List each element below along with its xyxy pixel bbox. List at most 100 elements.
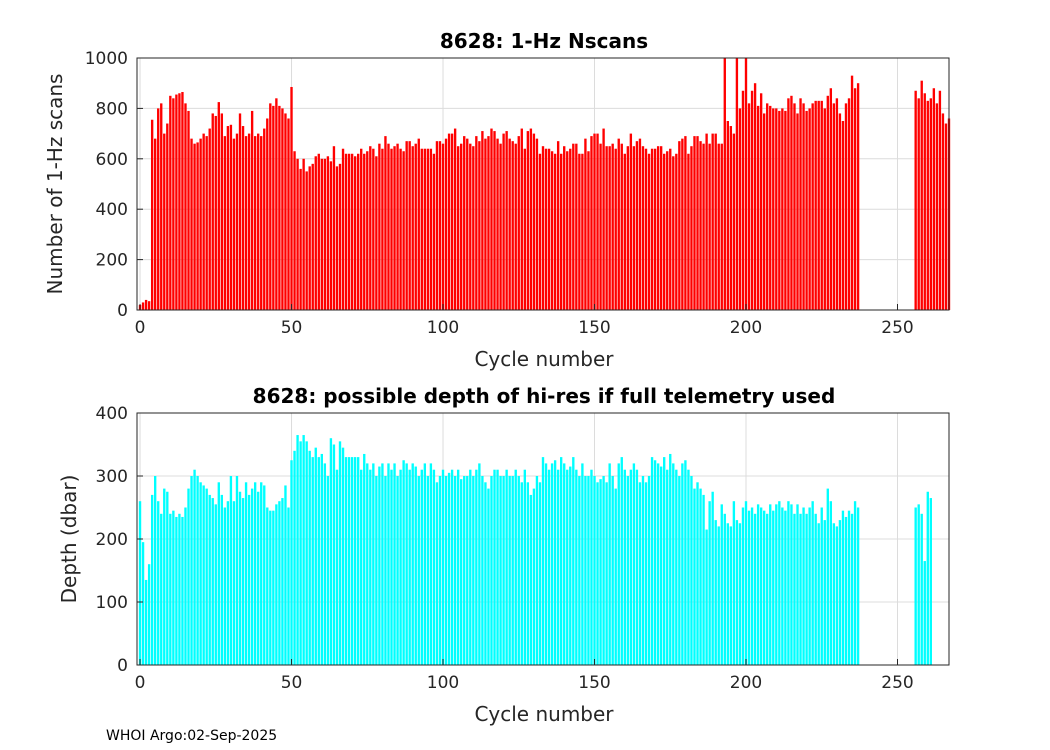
bottom-bar <box>314 447 317 665</box>
top-bar <box>560 153 563 310</box>
bottom-bar <box>711 491 714 665</box>
top-bar <box>787 98 790 310</box>
bottom-bar <box>617 463 620 665</box>
bottom-bar <box>375 476 378 665</box>
bottom-bar <box>575 469 578 665</box>
bottom-bar <box>493 469 496 665</box>
top-bar <box>247 133 251 310</box>
top-bar <box>287 118 290 310</box>
top-bar <box>175 94 178 310</box>
top-bar <box>493 131 496 310</box>
top-bar <box>526 131 530 310</box>
top-bar <box>490 128 493 310</box>
top-bar <box>847 98 851 310</box>
bottom-bar <box>190 476 193 665</box>
top-bar <box>266 118 269 310</box>
bottom-bar <box>666 469 669 665</box>
bottom-bar <box>311 457 314 665</box>
top-bar <box>463 136 466 310</box>
chart-top: 8628: 1-Hz Nscans 0 50 100 150 200 250 0 200 40… <box>43 29 951 371</box>
bottom-bar <box>147 564 151 665</box>
bottom-bar <box>656 463 660 665</box>
top-bar <box>769 105 772 310</box>
bottom-bar <box>787 501 790 665</box>
bottom-bar <box>696 482 699 665</box>
top-bar <box>638 138 642 310</box>
top-bar <box>944 123 948 311</box>
bottom-bar <box>308 450 311 665</box>
top-bar <box>544 148 548 310</box>
x-tick-label: 0 <box>135 318 146 338</box>
bottom-bar <box>717 526 720 665</box>
bottom-bar <box>196 476 199 665</box>
top-bar <box>708 143 711 310</box>
bottom-bar <box>632 463 636 665</box>
top-bar <box>608 146 611 310</box>
top-bar <box>938 90 942 310</box>
top-bar <box>169 95 172 310</box>
top-bar <box>411 146 414 310</box>
bottom-bar <box>335 469 339 665</box>
chart-top-x-label: Cycle number <box>474 347 614 371</box>
top-bar <box>347 153 351 310</box>
bottom-bar <box>832 523 836 665</box>
top-bar <box>263 128 266 310</box>
bottom-bar <box>584 476 587 665</box>
bottom-bar <box>211 498 214 665</box>
top-bar <box>717 143 720 310</box>
top-bar <box>417 138 420 310</box>
top-bar <box>278 105 281 310</box>
bottom-bar <box>678 476 681 665</box>
top-bar <box>920 80 923 311</box>
top-bar <box>599 143 602 310</box>
bottom-bar <box>729 526 733 665</box>
bottom-bar <box>411 463 414 665</box>
top-bar <box>644 148 648 310</box>
bottom-bar <box>353 457 357 665</box>
bottom-bar <box>756 504 760 665</box>
bottom-bar <box>744 501 748 665</box>
bottom-bar <box>735 520 739 665</box>
top-bar <box>923 93 926 310</box>
top-bar <box>747 103 751 310</box>
bottom-bar <box>593 476 596 665</box>
bottom-bar <box>144 579 148 665</box>
bottom-bar <box>487 488 490 665</box>
bottom-bar <box>317 457 320 665</box>
bottom-bar <box>702 494 705 665</box>
bottom-bar <box>181 516 184 665</box>
top-bar <box>393 146 396 310</box>
bottom-bar <box>663 457 666 665</box>
top-bar <box>487 136 490 310</box>
bottom-bar <box>626 476 630 665</box>
top-bar <box>835 98 839 310</box>
top-bar <box>553 153 557 310</box>
bottom-bar <box>775 504 778 665</box>
top-bar <box>214 115 217 311</box>
bottom-bar <box>808 507 811 665</box>
y-tick-label: 400 <box>96 200 128 220</box>
chart-top-bars <box>138 58 951 311</box>
top-bar <box>469 143 472 310</box>
top-bar <box>753 83 757 310</box>
bottom-bar <box>466 476 469 665</box>
bottom-bar <box>399 469 402 665</box>
chart-top-y-label: Number of 1-Hz scans <box>43 74 67 295</box>
bottom-bar <box>154 476 157 665</box>
bottom-bar <box>690 476 693 665</box>
bottom-bar <box>350 457 354 665</box>
x-tick-label: 0 <box>135 673 146 693</box>
bottom-bar <box>553 460 557 665</box>
top-bar <box>826 95 829 310</box>
x-tick-label: 150 <box>578 318 610 338</box>
top-bar <box>932 88 936 311</box>
bottom-bar <box>463 476 466 665</box>
bottom-bar <box>826 488 829 665</box>
bottom-bar <box>917 504 920 665</box>
bottom-bar <box>332 444 336 665</box>
top-bar <box>623 153 626 310</box>
bottom-bar <box>566 469 569 665</box>
top-bar <box>232 138 236 310</box>
top-bar <box>726 121 729 310</box>
top-bar <box>556 141 560 310</box>
